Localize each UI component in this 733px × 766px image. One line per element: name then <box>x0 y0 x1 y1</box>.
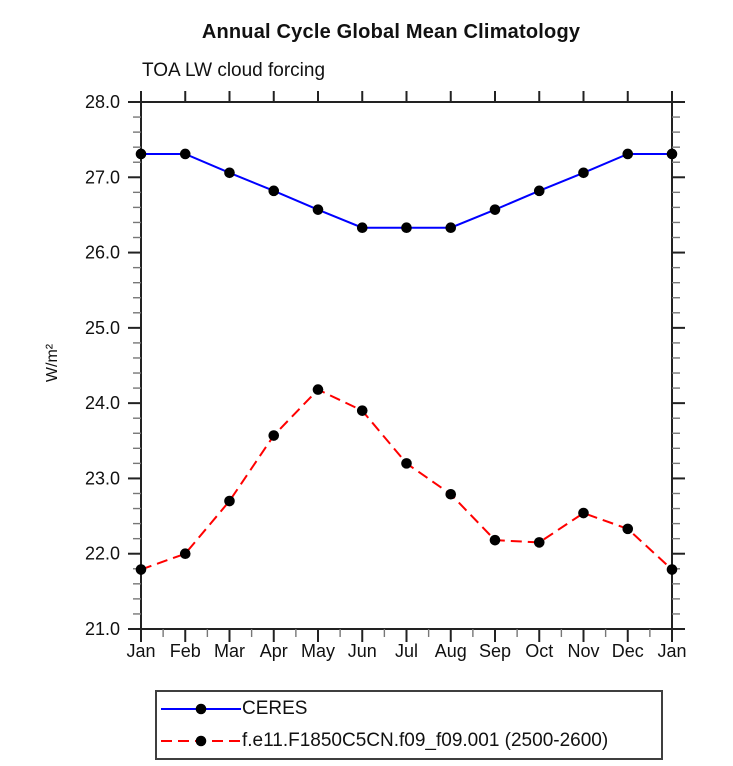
svg-text:May: May <box>301 641 335 661</box>
svg-text:22.0: 22.0 <box>85 544 120 564</box>
svg-text:Oct: Oct <box>525 641 553 661</box>
svg-text:Mar: Mar <box>214 641 245 661</box>
svg-text:Dec: Dec <box>612 641 644 661</box>
legend-label-model: f.e11.F1850C5CN.f09_f09.001 (2500-2600) <box>242 730 609 751</box>
svg-text:Nov: Nov <box>567 641 599 661</box>
legend-label-ceres: CERES <box>242 698 308 719</box>
svg-text:Aug: Aug <box>435 641 467 661</box>
svg-text:Jun: Jun <box>348 641 377 661</box>
svg-text:21.0: 21.0 <box>85 619 120 639</box>
plot-area: Jan Feb Mar Apr May Jun Jul Aug Sep Oct Nov Dec Jan 2… <box>85 91 687 661</box>
chart-subtitle: TOA LW cloud forcing <box>142 60 326 81</box>
svg-text:28.0: 28.0 <box>85 92 120 112</box>
svg-text:Apr: Apr <box>260 641 288 661</box>
legend-item-ceres: CERES <box>157 694 661 724</box>
svg-text:Feb: Feb <box>170 641 201 661</box>
svg-text:25.0: 25.0 <box>85 318 120 338</box>
svg-text:Jan: Jan <box>126 641 155 661</box>
svg-text:Jul: Jul <box>395 641 418 661</box>
svg-text:23.0: 23.0 <box>85 468 120 488</box>
model-line-marker-icon <box>161 735 241 747</box>
svg-text:27.0: 27.0 <box>85 167 120 187</box>
svg-text:Sep: Sep <box>479 641 511 661</box>
svg-text:26.0: 26.0 <box>85 243 120 263</box>
svg-text:24.0: 24.0 <box>85 393 120 413</box>
ceres-line-marker-icon <box>161 703 241 715</box>
svg-text:Jan: Jan <box>657 641 686 661</box>
legend: CERES f.e11.F1850C5CN.f09_f09.001 (2500-… <box>155 690 663 760</box>
legend-item-model: f.e11.F1850C5CN.f09_f09.001 (2500-2600) <box>157 726 661 756</box>
chart-title: Annual Cycle Global Mean Climatology <box>201 21 581 43</box>
